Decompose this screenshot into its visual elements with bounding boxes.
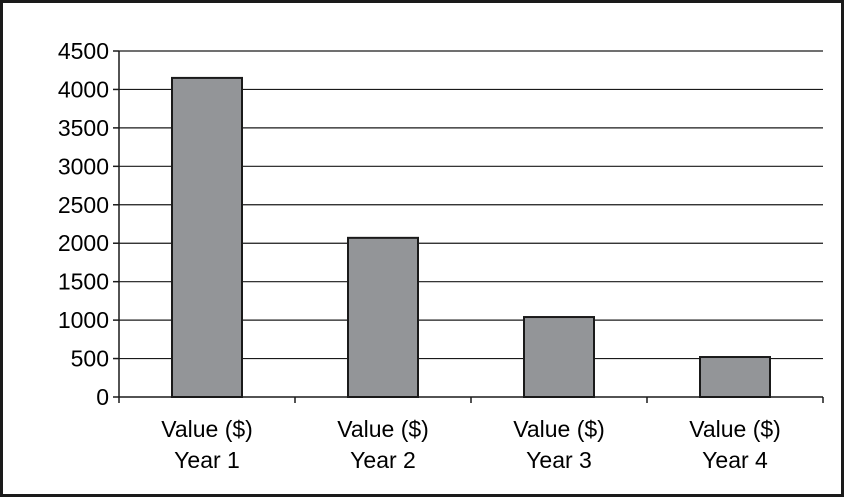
y-tick-label: 1500: [58, 269, 109, 295]
y-tick-label: 3000: [58, 153, 109, 179]
x-tick-label: Value ($): [337, 416, 429, 442]
y-tick-label: 4500: [58, 38, 109, 64]
y-tick-label: 1000: [58, 307, 109, 333]
x-tick-label: Value ($): [513, 416, 605, 442]
y-tick-labels: 0 500 1000 1500 2000 2500 3000 3500 4000 4500: [58, 38, 109, 410]
y-tick-label: 500: [71, 346, 109, 372]
y-tick-label: 0: [96, 384, 109, 410]
x-tick-label: Year 4: [702, 447, 768, 473]
bar: [171, 76, 243, 399]
bar: [523, 316, 595, 398]
bar: [699, 356, 771, 399]
y-tick-label: 2500: [58, 192, 109, 218]
bars: [171, 76, 771, 399]
y-tick-label: 3500: [58, 115, 109, 141]
x-tick-label: Value ($): [689, 416, 781, 442]
x-tick-label: Year 2: [350, 447, 416, 473]
x-tick-label: Year 3: [526, 447, 592, 473]
bar: [347, 236, 419, 398]
x-tick-label: Value ($): [161, 416, 253, 442]
x-tick-label: Year 1: [174, 447, 240, 473]
axes: [113, 50, 824, 403]
y-tick-label: 2000: [58, 230, 109, 256]
y-tick-label: 4000: [58, 76, 109, 102]
x-tick-labels: Value ($) Year 1 Value ($) Year 2 Value ($) Y…: [161, 416, 781, 473]
